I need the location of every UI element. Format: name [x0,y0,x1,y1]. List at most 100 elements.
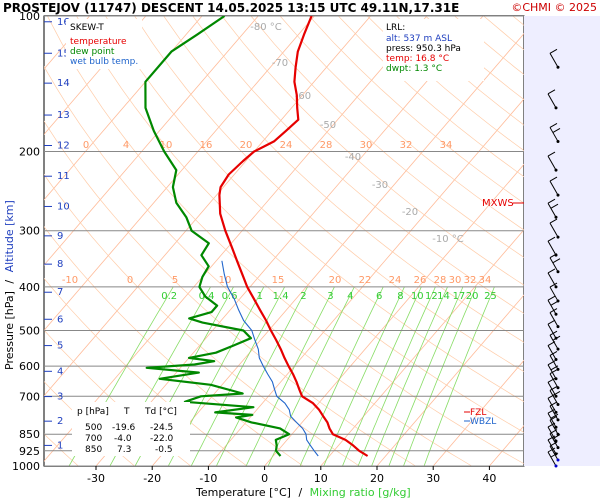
svg-text:Temperature [°C] /: Temperature [°C] / Mixing ratio [g/kg] [195,486,411,499]
isotherm-label: 5 [172,275,178,286]
table-cell: -24.5 [150,423,173,433]
lrl-altitude: alt: 537 m ASL [386,34,452,44]
y-axis-separator: / [3,280,16,284]
legend-heading: SKEW-T [70,23,104,33]
y-axis-altitude-label: Altitude [km] [3,200,16,272]
mixing-ratio-label: 3 [327,291,333,302]
isotherm-label: 0 [127,275,133,286]
isotherm-label: 20 [240,140,253,151]
altitude-tick-label: 7 [57,287,63,298]
mixing-ratio-label: 25 [484,291,497,302]
legend-item-wet-bulb: wet bulb temp. [70,57,138,67]
mixing-ratio-label: 14 [437,291,450,302]
legend-item-temperature: temperature [70,37,127,47]
x-axis-temp-label: Temperature [°C] [195,486,291,499]
x-tick-label: -20 [143,472,161,485]
table-header-p: p [hPa] [77,407,109,417]
y-axis-title: Pressure [hPa] / Altitude [km] [3,200,16,370]
wbzl-label: WBZL [470,417,496,427]
table-cell: -4.0 [114,434,132,444]
pressure-tick-label: 925 [19,445,40,458]
mixing-ratio-label: 17 [453,291,466,302]
pressure-tick-label: 300 [19,225,40,238]
mixing-ratio-label: 1.4 [273,291,289,302]
altitude-tick-label: 11 [57,171,70,182]
altitude-tick-label: 14 [57,78,70,89]
mixing-ratio-label: 4 [347,291,353,302]
altitude-tick-label: 3 [57,392,63,403]
altitude-tick-label: 9 [57,231,63,242]
table-header-td: Td [°C] [144,407,177,417]
isotherm-label: 22 [359,275,372,286]
x-tick-label: 30 [426,472,440,485]
wind-barb-panel [524,16,600,466]
x-tick-label: 0 [261,472,268,485]
table-cell: 700 [85,434,102,444]
altitude-tick-label: 5 [57,341,63,352]
table-cell: -0.5 [155,445,173,455]
isotherm-label: 30 [449,275,462,286]
isotherm-label: 28 [434,275,447,286]
mixing-ratio-label: 0.2 [161,291,177,302]
svg-text:Pressure [hPa] /: Pressure [hPa] / Altitude [km] [3,200,16,370]
pressure-tick-label: 400 [19,281,40,294]
x-tick-label: 20 [370,472,384,485]
level-table: p [hPa] T Td [°C] 500 -19.6 -24.5 700 -4… [72,402,190,456]
mixing-ratio-label: 8 [397,291,403,302]
isotherm-label: 24 [280,140,293,151]
pressure-tick-label: 1000 [12,460,40,473]
isotherm-label: 24 [389,275,402,286]
x-axis-separator: / [298,486,302,499]
theta-label: -40 [345,152,361,163]
lrl-pressure: press: 950.3 hPa [386,44,461,54]
isotherm-label: 15 [272,275,285,286]
isotherm-label: 4 [123,140,129,151]
altitude-tick-label: 8 [57,259,63,270]
x-tick-label: -10 [199,472,217,485]
theta-label: -50 [320,120,336,131]
table-header-t: T [123,407,130,417]
x-axis-mix-label: Mixing ratio [g/kg] [310,486,411,499]
chart-title: PROSTEJOV (11747) DESCENT 14.05.2025 13:… [3,1,459,15]
pressure-tick-label: 500 [19,325,40,338]
altitude-tick-label: 1 [57,440,63,451]
mxws-label: MXWS [482,198,514,209]
mixing-ratio-label: 10 [411,291,424,302]
lrl-info-box: LRL: alt: 537 m ASL press: 950.3 hPa tem… [383,19,484,81]
x-tick-label: 40 [482,472,496,485]
isotherm-label: 0 [83,140,89,151]
isotherm-label: 30 [360,140,373,151]
legend-box: SKEW-T temperature dew point wet bulb te… [66,19,142,69]
mixing-ratio-label: 2 [300,291,306,302]
altitude-tick-label: 6 [57,314,63,325]
pressure-tick-label: 850 [19,428,40,441]
isotherm-label: -10 [62,275,78,286]
lrl-temperature: temp: 16.8 °C [386,54,449,64]
theta-label: -20 [402,207,418,218]
mixing-ratio-label: 12 [425,291,438,302]
altitude-tick-label: 4 [57,366,63,377]
lrl-dewpoint: dwpt: 1.3 °C [386,64,442,74]
table-cell: 500 [85,423,102,433]
theta-label: -10 °C [432,234,464,245]
legend-item-dew-point: dew point [70,47,115,57]
table-cell: 7.3 [117,445,131,455]
isotherm-label: 28 [320,140,333,151]
table-cell: 850 [85,445,102,455]
x-tick-label: -30 [87,472,105,485]
altitude-tick-label: 10 [57,201,70,212]
altitude-tick-label: 13 [57,110,70,121]
theta-label: -70 [272,58,288,69]
pressure-tick-label: 600 [19,360,40,373]
lrl-heading: LRL: [386,23,405,33]
isotherm-label: 32 [400,140,413,151]
mixing-ratio-label: 20 [466,291,479,302]
y-axis-pressure-label: Pressure [hPa] [3,291,16,370]
mixing-ratio-label: 6 [376,291,382,302]
altitude-tick-label: 2 [57,416,63,427]
pressure-tick-label: 200 [19,145,40,158]
credit-text: ©CHMI © 2025 [511,1,597,14]
pressure-tick-label: 700 [19,390,40,403]
isotherm-label: 26 [414,275,427,286]
